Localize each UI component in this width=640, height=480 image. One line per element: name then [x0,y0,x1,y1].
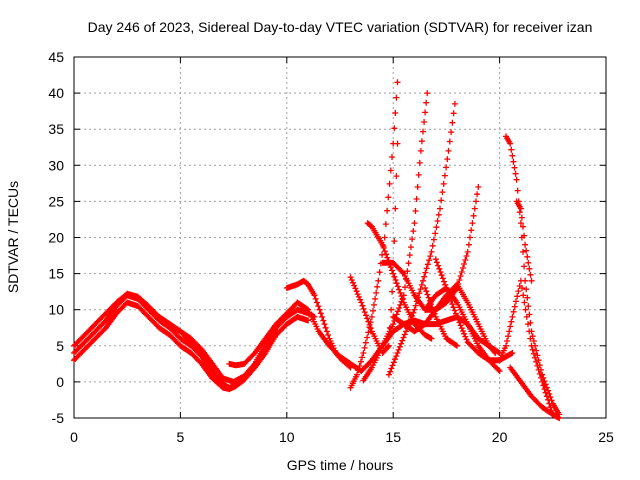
series-points [496,277,563,421]
series-sat-q [503,133,563,418]
series-sat-i [360,90,431,384]
y-tick-label: 35 [48,121,64,137]
y-tick-label: 0 [56,374,64,390]
series-sat-d [156,313,216,367]
x-tick-label: 15 [385,429,401,445]
y-axis-ticks: -5 0 5 10 15 20 25 30 35 40 45 [48,49,606,426]
x-tick-label: 5 [177,429,185,445]
y-tick-label: -5 [52,410,65,426]
x-axis-ticks: 0 5 10 15 20 25 [70,57,614,445]
data-series [71,79,563,421]
y-axis-title: SDTVAR / TECUs [5,181,21,293]
series-points [513,198,535,284]
series-sat-f [283,277,354,371]
series-sat-l [379,184,482,313]
series-points [503,133,563,418]
series-points [347,79,401,391]
y-tick-label: 40 [48,85,64,101]
x-axis-title: GPS time / hours [287,457,394,473]
x-tick-label: 20 [492,429,508,445]
series-sat-r [513,198,535,284]
y-tick-label: 30 [48,157,64,173]
x-tick-label: 25 [598,429,614,445]
y-tick-label: 20 [48,230,64,246]
y-tick-label: 45 [48,49,64,65]
series-points [507,364,563,421]
x-tick-label: 10 [279,429,295,445]
y-tick-label: 10 [48,302,64,318]
chart-title: Day 246 of 2023, Sidereal Day-to-day VTE… [88,19,593,35]
series-points [422,285,460,349]
series-points [379,184,482,313]
grid [74,57,606,418]
series-sat-t [422,285,460,349]
series-points [283,277,354,371]
series-points [360,90,431,384]
y-tick-label: 5 [56,338,64,354]
series-sat-h [347,79,401,391]
series-sat-p [496,277,563,421]
x-tick-label: 0 [70,429,78,445]
series-points [156,313,216,367]
y-tick-label: 25 [48,193,64,209]
series-sat-s [507,364,563,421]
y-tick-label: 15 [48,266,64,282]
